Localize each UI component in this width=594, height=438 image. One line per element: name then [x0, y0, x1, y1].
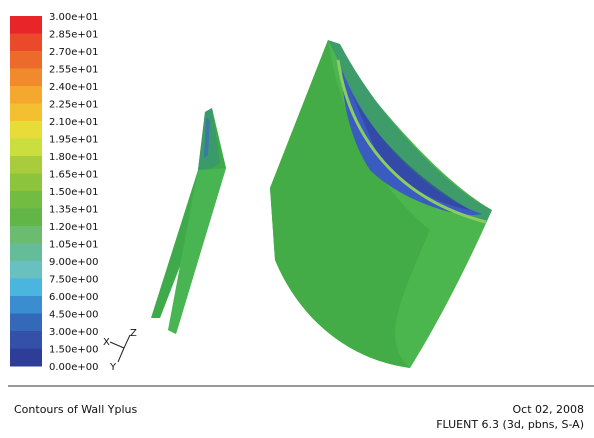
colorbar-label: 2.40e+01: [49, 82, 99, 93]
colorbar-label: 1.80e+01: [49, 152, 99, 163]
colorbar-label: 7.50e+00: [49, 275, 99, 286]
colorbar-label: 9.00e+00: [49, 257, 99, 268]
color-swatch: [10, 226, 42, 244]
colorbar-label: 3.00e+01: [49, 12, 99, 23]
colorbar-label: 2.85e+01: [49, 30, 99, 41]
colorbar-label: 1.05e+01: [49, 240, 99, 251]
colorbar-label: 2.10e+01: [49, 117, 99, 128]
colorbar-label: 0.00e+00: [49, 362, 99, 373]
color-swatch: [10, 191, 42, 209]
color-swatch: [10, 156, 42, 174]
color-swatch: [10, 314, 42, 332]
colorbar-label: 1.95e+01: [49, 135, 99, 146]
colorbar-label: 2.25e+01: [49, 100, 99, 111]
color-swatch: [10, 34, 42, 52]
color-swatch: [10, 261, 42, 279]
colorbar-label: 4.50e+00: [49, 310, 99, 321]
colorbar-label: 2.55e+01: [49, 65, 99, 76]
color-swatch: [10, 104, 42, 122]
colorbar-label: 2.70e+01: [49, 47, 99, 58]
colorbar-label: 1.20e+01: [49, 222, 99, 233]
colorbar-label: 1.50e+01: [49, 187, 99, 198]
color-swatch: [10, 121, 42, 139]
footer-version: FLUENT 6.3 (3d, pbns, S-A): [436, 418, 584, 431]
color-swatch: [10, 331, 42, 349]
colorbar-label: 1.35e+01: [49, 205, 99, 216]
footer-title: Contours of Wall Yplus: [14, 403, 137, 416]
color-swatch: [10, 244, 42, 262]
color-swatch: [10, 296, 42, 314]
axis-z: Z: [130, 328, 137, 339]
footer-date: Oct 02, 2008: [513, 403, 585, 416]
colorbar-label: 3.00e+00: [49, 327, 99, 338]
colorbar-label: 6.00e+00: [49, 292, 99, 303]
color-swatch: [10, 349, 42, 367]
color-swatch: [10, 174, 42, 192]
color-swatch: [10, 209, 42, 227]
color-swatch: [10, 86, 42, 104]
colorbar-label: 1.65e+01: [49, 170, 99, 181]
color-swatch: [10, 139, 42, 157]
color-swatch: [10, 51, 42, 69]
color-swatch: [10, 279, 42, 297]
axis-x: X: [103, 337, 110, 348]
axis-y: Y: [109, 362, 117, 373]
color-swatch: [10, 16, 42, 34]
color-swatch: [10, 69, 42, 87]
fluent-window: 3.00e+01 2.85e+01 2.70e+01 2.55e+01 2.40e+01…: [0, 0, 594, 438]
colorbar: 3.00e+01 2.85e+01 2.70e+01 2.55e+01 2.40e+01…: [10, 12, 99, 373]
colorbar-label: 1.50e+00: [49, 345, 99, 356]
